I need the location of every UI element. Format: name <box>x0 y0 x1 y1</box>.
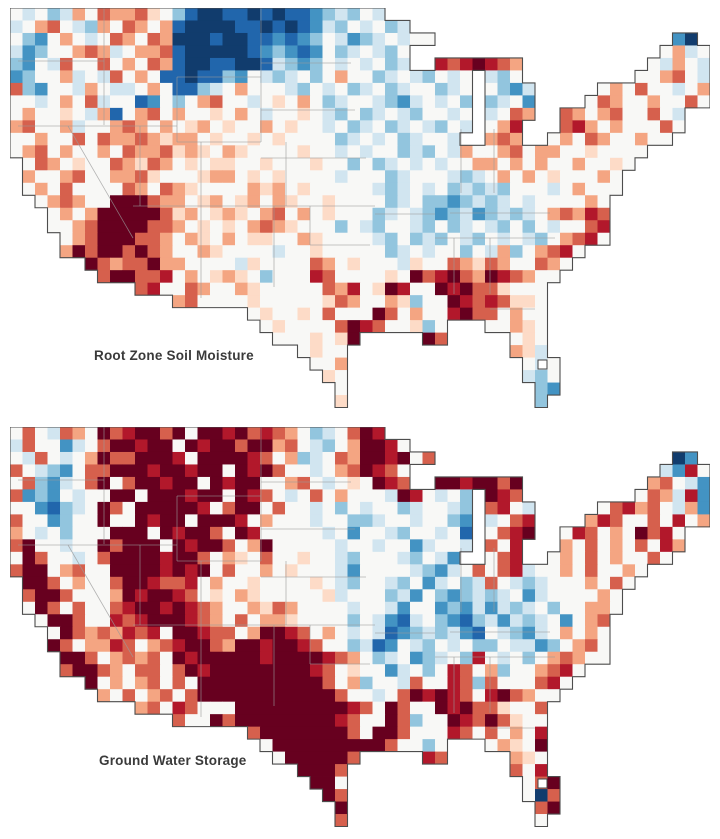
state-boundaries <box>18 427 555 729</box>
grid-cells <box>10 427 710 827</box>
map-title-label: Ground Water Storage <box>99 753 247 768</box>
lake-okeechobee-outline <box>537 359 548 370</box>
state-boundaries <box>18 8 555 310</box>
us-outline <box>10 427 710 828</box>
us-map-graphic <box>10 427 710 828</box>
map-title-label: Root Zone Soil Moisture <box>94 348 254 363</box>
grid-cells <box>10 8 710 408</box>
map-ground-water-storage: Ground Water Storage <box>10 427 710 839</box>
lake-okeechobee-outline <box>537 778 548 789</box>
us-map-graphic <box>10 8 710 409</box>
us-outline <box>10 8 710 409</box>
map-root-zone-soil-moisture: Root Zone Soil Moisture <box>10 8 710 420</box>
